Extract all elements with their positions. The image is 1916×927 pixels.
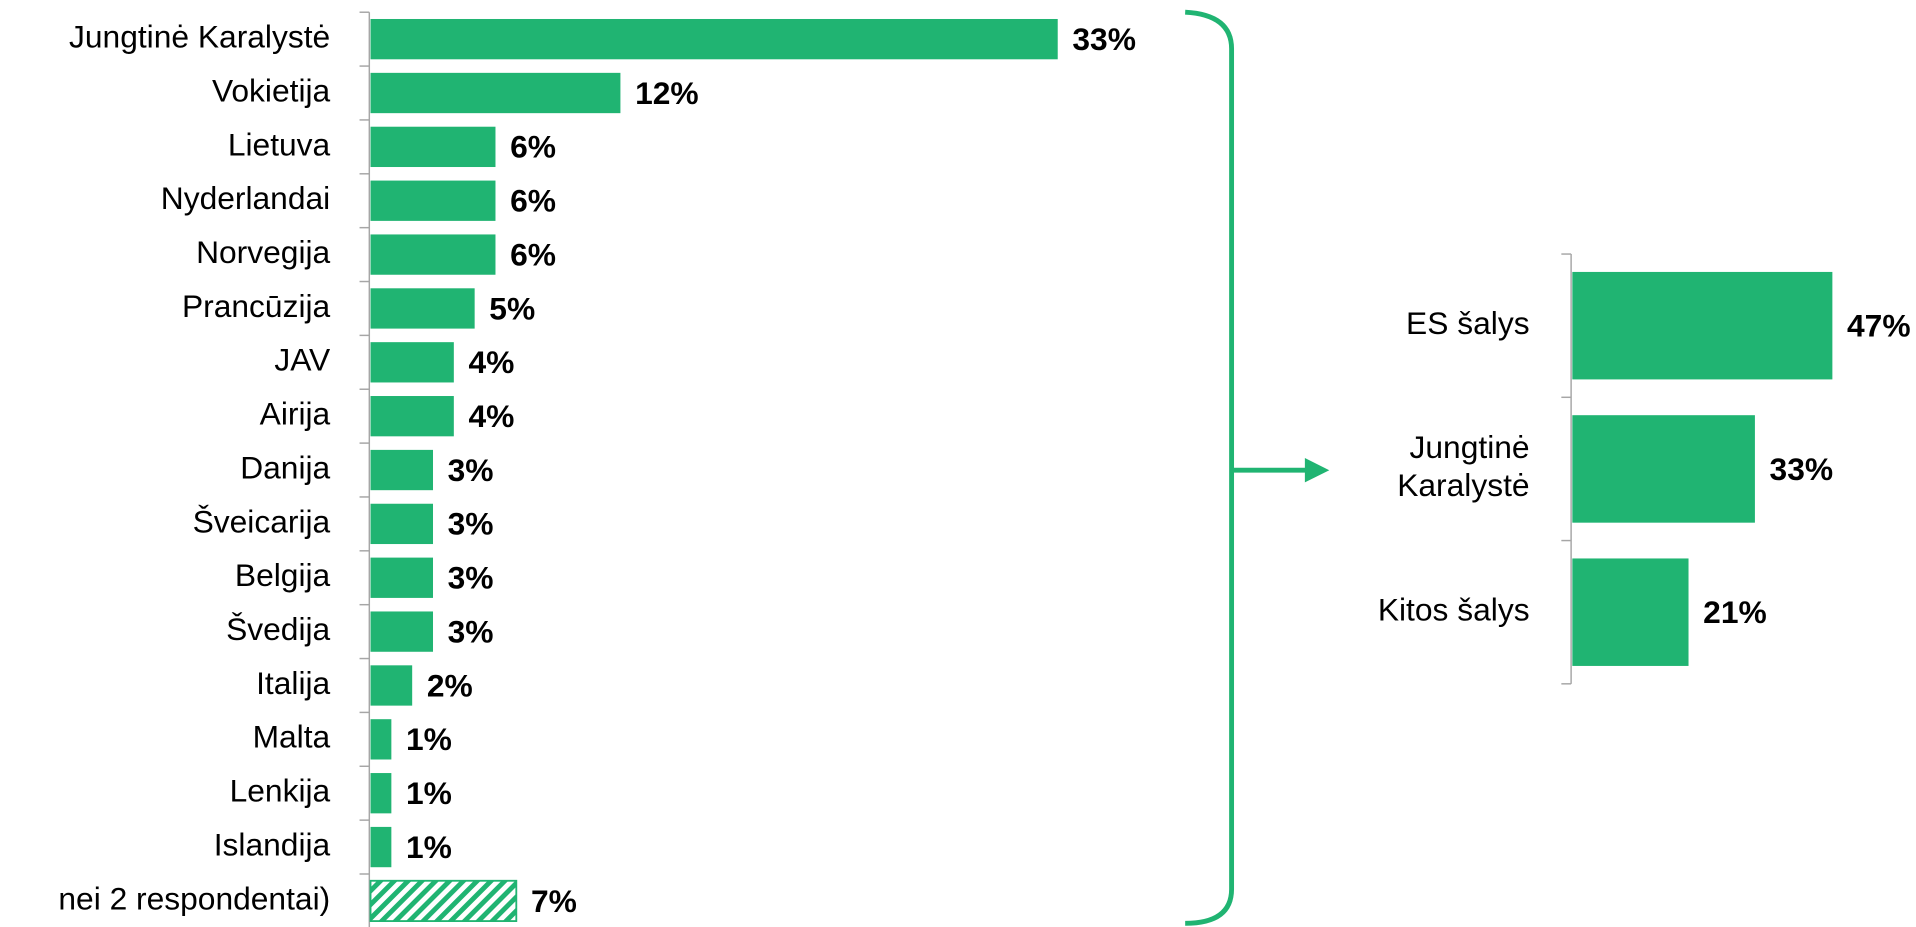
bar [370,126,496,168]
bar [1572,558,1689,666]
value-label: 3% [448,613,494,649]
category-label: Malta [253,719,331,755]
bar [370,719,392,760]
bar [370,72,621,114]
value-label: 1% [406,829,452,865]
category-label: nei 2 respondentai) [58,880,330,916]
value-label: 1% [406,775,452,811]
bar [370,396,454,437]
value-label: 3% [448,452,494,488]
category-label: Jungtinė Karalystė [1397,429,1529,503]
value-label: 5% [489,290,535,326]
category-label: Italija [256,665,330,701]
bar [370,773,392,814]
value-label: 33% [1770,451,1834,487]
bar [370,665,413,706]
category-label: JAV [274,342,331,378]
value-label: 2% [427,667,473,703]
arrow-head [1304,458,1330,483]
bar [370,234,496,275]
bar [1572,271,1833,380]
value-label: 1% [406,721,452,757]
category-label: Vokietija [212,72,331,108]
bar [370,18,1058,60]
value-label: 6% [510,183,556,219]
category-label: Prancūzija [182,288,331,324]
value-label: 3% [448,506,494,542]
bar [370,288,475,329]
value-label: 6% [510,129,556,165]
category-label: Šveicarija [193,503,331,539]
bar [370,503,434,545]
bar [370,557,434,598]
value-label: 4% [468,398,514,434]
bracket [1185,9,1235,926]
value-label: 12% [635,75,699,111]
category-label: Lietuva [228,126,331,162]
bar [1572,415,1755,523]
category-label: Kitos šalys [1378,592,1530,628]
value-label: 33% [1072,21,1136,57]
value-label: 4% [468,344,514,380]
bar [370,611,434,652]
value-label: 6% [510,236,556,272]
category-label: ES šalys [1406,305,1530,341]
category-label: Norvegija [196,234,330,270]
bar [369,879,518,922]
value-label: 21% [1703,594,1767,630]
bar [370,449,434,491]
category-label: Islandija [214,826,331,862]
bar [370,180,496,221]
category-label: Belgija [235,557,331,593]
category-label: Nyderlandai [161,180,330,216]
category-label: Švedija [226,611,330,647]
value-label: 7% [531,883,577,919]
category-label: Lenkija [230,773,331,809]
value-label: 47% [1847,308,1911,344]
category-label: Danija [240,449,330,485]
bar [370,342,454,383]
bar [370,826,392,868]
value-label: 3% [448,560,494,596]
category-label: Airija [260,396,331,432]
category-label: Jungtinė Karalystė [69,19,330,55]
